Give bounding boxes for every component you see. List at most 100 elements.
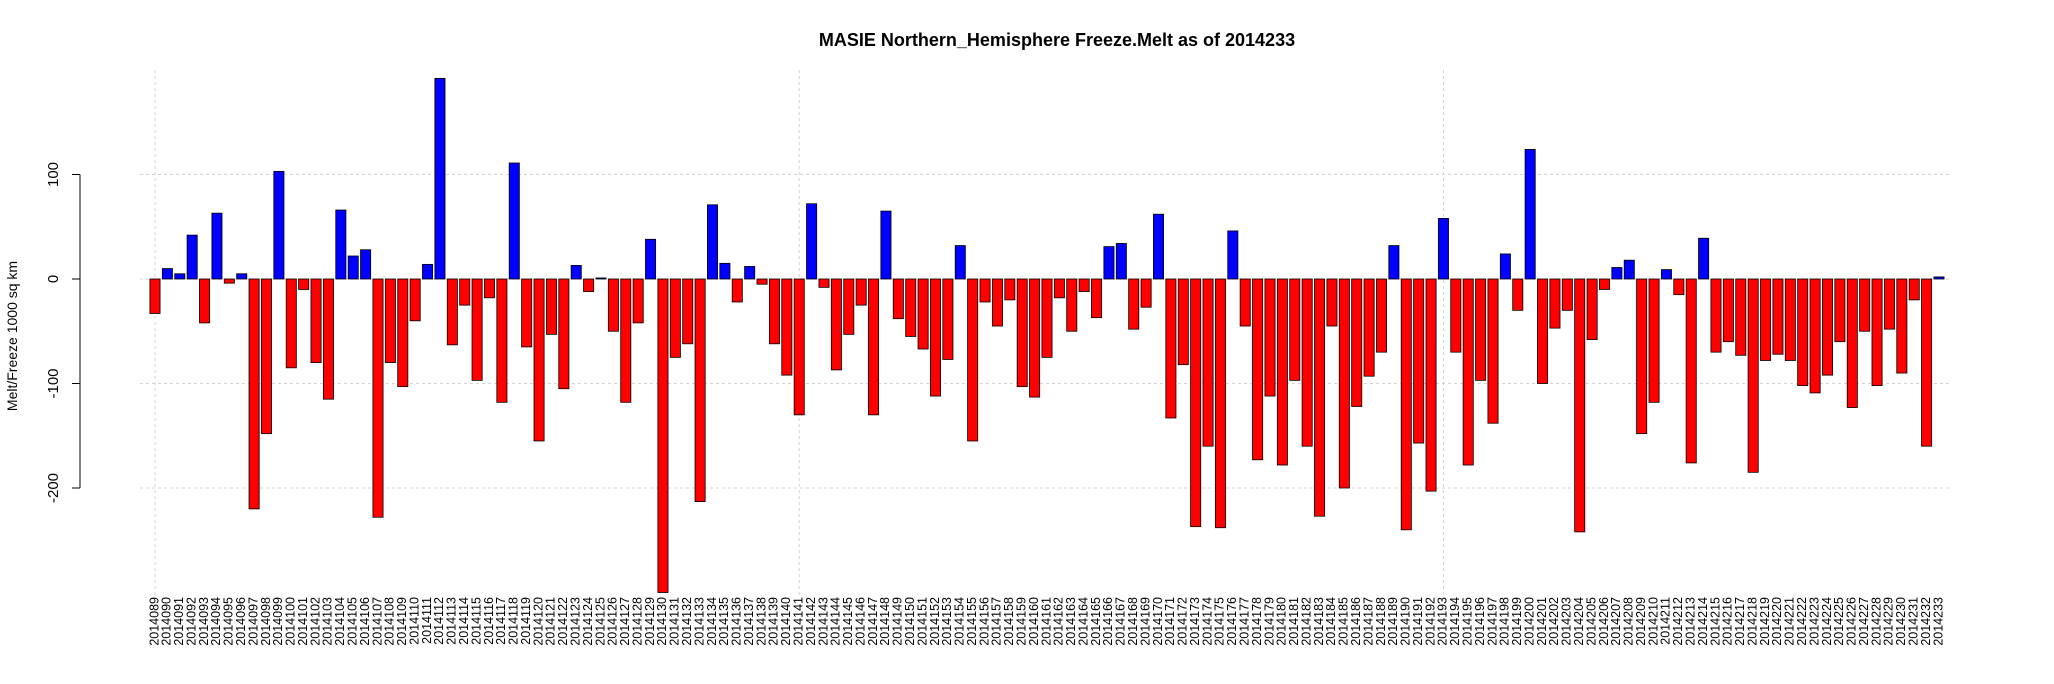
chart-title: MASIE Northern_Hemisphere Freeze.Melt as…: [819, 30, 1295, 50]
bar: [930, 278, 941, 397]
y-tick-label: 100: [45, 162, 62, 187]
bar: [1202, 278, 1214, 447]
x-tick-label: 2014126: [606, 597, 620, 646]
x-tick-label: 2014231: [1907, 597, 1921, 646]
x-tick-label: 2014182: [1299, 597, 1313, 646]
x-tick-label: 2014206: [1597, 597, 1611, 646]
bar: [1177, 278, 1189, 366]
x-tick-label: 2014169: [1138, 597, 1152, 646]
bar: [1537, 278, 1549, 384]
bar: [1599, 278, 1610, 290]
y-tick-label: -200: [45, 473, 62, 503]
x-tick-label: 2014147: [866, 597, 880, 646]
bar: [583, 278, 595, 292]
bar: [1053, 278, 1065, 299]
x-tick-label: 2014156: [977, 597, 991, 646]
bar: [892, 278, 904, 320]
x-tick-label: 2014229: [1882, 597, 1896, 646]
bar: [1908, 278, 1920, 301]
x-tick-label: 2014167: [1114, 597, 1128, 646]
x-tick-label: 2014130: [655, 597, 669, 646]
bar: [1301, 278, 1313, 447]
bar: [1623, 259, 1635, 280]
bar: [545, 278, 557, 335]
x-tick-label: 2014225: [1832, 597, 1846, 646]
x-tick-label: 2014224: [1820, 597, 1834, 646]
bar: [905, 278, 917, 337]
bar: [1883, 278, 1895, 330]
bar: [533, 278, 545, 442]
x-tick-label: 2014137: [742, 597, 756, 646]
bar: [211, 212, 223, 280]
x-tick-label: 2014171: [1163, 597, 1177, 646]
bar: [607, 278, 619, 332]
bar: [1289, 278, 1301, 381]
x-tick-label: 2014113: [445, 597, 459, 645]
x-tick-label: 2014124: [581, 597, 595, 646]
bar: [868, 278, 880, 416]
bar: [1784, 278, 1796, 361]
x-tick-label: 2014105: [346, 597, 360, 646]
x-tick-label: 2014112: [432, 597, 446, 645]
bar: [645, 238, 657, 280]
bar: [781, 278, 793, 376]
x-tick-label: 2014222: [1795, 597, 1809, 646]
x-tick-label: 2014217: [1733, 597, 1747, 646]
bar: [1450, 278, 1462, 353]
bar: [694, 278, 706, 502]
x-tick-label: 2014214: [1696, 597, 1710, 646]
bar: [1896, 278, 1908, 374]
bar: [1388, 245, 1400, 280]
x-tick-label: 2014174: [1200, 597, 1214, 646]
x-tick-label: 2014226: [1845, 597, 1859, 646]
x-tick-label: 2014205: [1584, 597, 1598, 646]
bar: [1115, 243, 1127, 280]
x-tick-label: 2014220: [1770, 597, 1784, 646]
bar: [1735, 278, 1747, 356]
x-tick-label: 2014093: [197, 597, 211, 646]
x-tick-label: 2014116: [482, 597, 496, 645]
x-tick-label: 2014177: [1238, 597, 1252, 646]
bar: [248, 278, 260, 510]
x-tick-label: 2014204: [1572, 597, 1586, 646]
bar: [1400, 278, 1412, 531]
bar: [620, 278, 632, 403]
bar: [1041, 278, 1053, 358]
bar: [1004, 278, 1016, 301]
x-tick-label: 2014146: [853, 597, 867, 646]
bar: [149, 278, 161, 314]
x-tick-label: 2014092: [184, 597, 198, 646]
bar: [1760, 278, 1772, 361]
bar: [384, 278, 396, 363]
x-tick-label: 2014175: [1213, 597, 1227, 646]
x-tick-label: 2014233: [1931, 597, 1945, 646]
x-tick-label: 2014095: [222, 597, 236, 646]
x-tick-label: 2014210: [1646, 597, 1660, 646]
x-tick-label: 2014192: [1423, 597, 1437, 646]
x-tick-label: 2014180: [1275, 597, 1289, 646]
x-tick-label: 2014154: [953, 597, 967, 646]
x-tick-label: 2014203: [1560, 597, 1574, 646]
bar: [360, 249, 372, 280]
bar: [768, 278, 780, 345]
bar: [1846, 278, 1858, 408]
x-tick-label: 2014136: [730, 597, 744, 646]
bar: [261, 278, 272, 435]
bar: [1252, 278, 1264, 461]
bar: [1475, 278, 1487, 381]
bar: [1165, 278, 1177, 419]
bar: [471, 278, 483, 381]
bar: [707, 204, 718, 280]
bar: [1809, 278, 1821, 394]
x-tick-label: 2014150: [903, 597, 917, 646]
x-tick-label: 2014114: [457, 597, 471, 645]
x-tick-label: 2014184: [1324, 597, 1338, 646]
x-tick-label: 2014172: [1176, 597, 1190, 646]
x-tick-label: 2014140: [779, 597, 793, 646]
x-tick-label: 2014191: [1411, 597, 1425, 646]
bar: [595, 277, 607, 280]
x-tick-label: 2014098: [259, 597, 273, 646]
bar: [991, 278, 1003, 327]
x-tick-label: 2014149: [891, 597, 905, 646]
x-tick-label: 2014139: [767, 597, 781, 646]
